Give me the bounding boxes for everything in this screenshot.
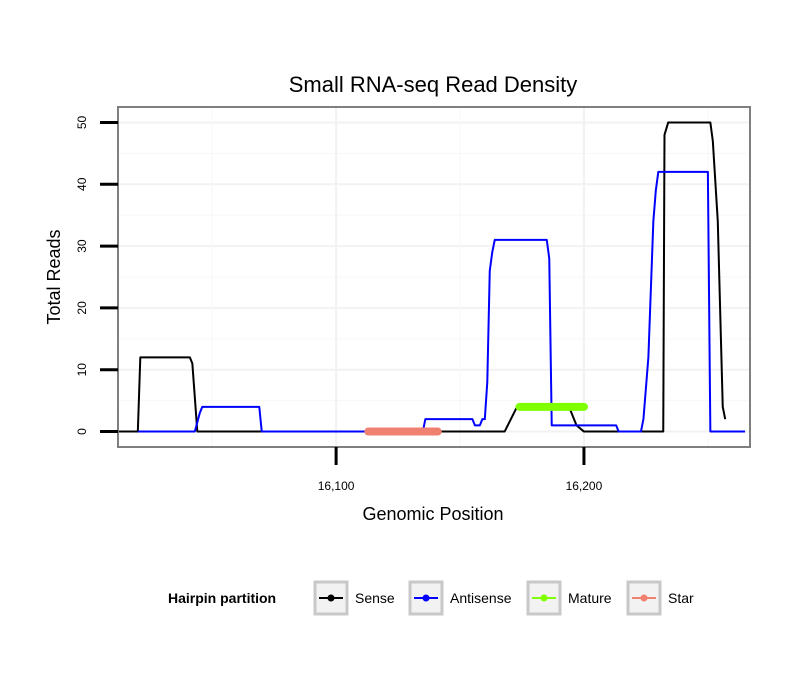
x-tick-label: 16,100 bbox=[318, 479, 355, 493]
y-tick-label: 10 bbox=[75, 363, 89, 377]
plot-border bbox=[117, 106, 751, 448]
grid-lines bbox=[118, 107, 750, 447]
y-tick-label: 50 bbox=[75, 115, 89, 129]
legend-label-mature: Mature bbox=[568, 590, 612, 606]
legend-title: Hairpin partition bbox=[168, 590, 276, 606]
series-layer bbox=[118, 121, 746, 436]
y-axis-title: Total Reads bbox=[44, 229, 64, 324]
legend-swatch-point bbox=[640, 594, 648, 602]
series-sense-line bbox=[118, 121, 727, 433]
y-tick-label: 0 bbox=[75, 428, 89, 435]
chart-title: Small RNA-seq Read Density bbox=[289, 72, 578, 97]
series-antisense-line bbox=[137, 170, 746, 433]
legend-label-antisense: Antisense bbox=[450, 590, 512, 606]
legend: Hairpin partition Sense Antisense Mature St… bbox=[168, 580, 694, 616]
x-tick-label: 16,200 bbox=[566, 479, 603, 493]
y-tick-label: 20 bbox=[75, 301, 89, 315]
legend-swatch-point bbox=[327, 594, 335, 602]
legend-swatch-point bbox=[540, 594, 548, 602]
legend-label-star: Star bbox=[668, 590, 694, 606]
legend-swatch-point bbox=[422, 594, 430, 602]
y-axis: 0 10 20 30 40 50 bbox=[75, 115, 118, 435]
x-axis-title: Genomic Position bbox=[362, 504, 503, 524]
x-axis: 16,100 16,200 bbox=[318, 447, 603, 493]
y-tick-label: 40 bbox=[75, 177, 89, 191]
y-tick-label: 30 bbox=[75, 239, 89, 253]
legend-label-sense: Sense bbox=[355, 590, 395, 606]
